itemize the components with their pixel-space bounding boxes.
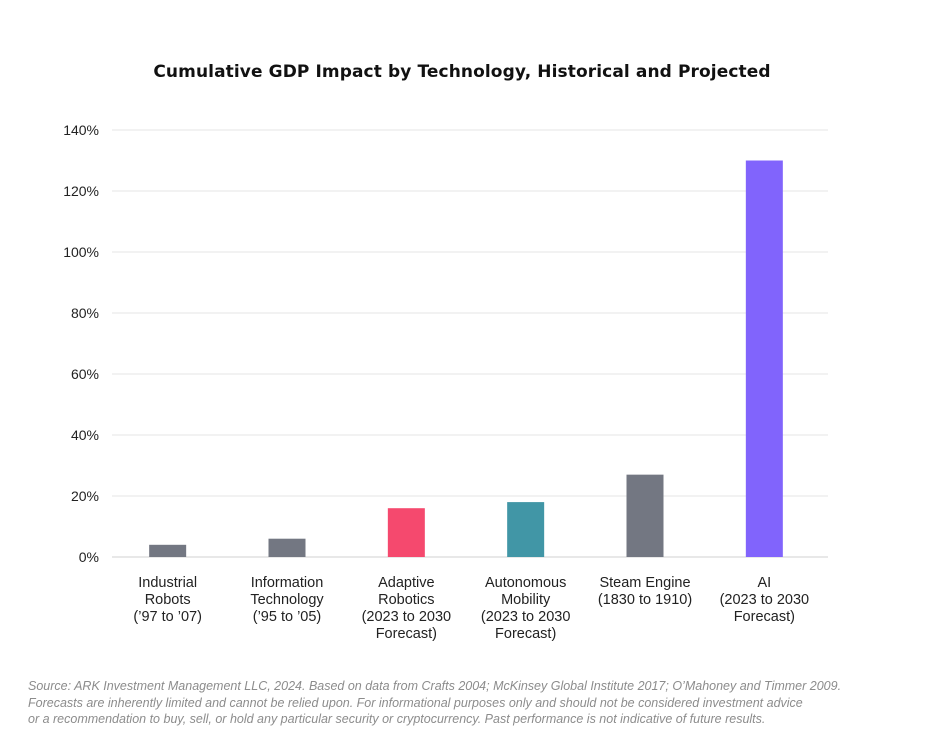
- x-category-label: Steam Engine (1830 to 1910): [598, 575, 692, 608]
- x-category-label-line: Industrial: [138, 575, 197, 591]
- x-axis-category-labels: Industrial Robots (’97 to ’07) Information T…: [133, 575, 809, 642]
- x-category-label-line: Information: [251, 575, 324, 591]
- chart-title: Cumulative GDP Impact by Technology, His…: [153, 62, 771, 82]
- y-tick-label: 60%: [71, 366, 99, 382]
- x-category-label-line: Autonomous: [485, 575, 566, 591]
- x-category-label: Industrial Robots (’97 to ’07): [133, 575, 202, 625]
- y-tick-label: 140%: [63, 122, 99, 138]
- y-tick-label: 80%: [71, 305, 99, 321]
- x-category-label: Adaptive Robotics (2023 to 2030 Forecast): [362, 575, 452, 642]
- x-category-label-line: (2023 to 2030: [720, 592, 810, 608]
- y-axis-tick-labels: 0% 20% 40% 60% 80% 100% 120% 140%: [63, 122, 99, 565]
- x-category-label-line: (2023 to 2030: [481, 609, 571, 625]
- x-category-label-line: Technology: [250, 592, 324, 608]
- x-category-label-line: Robots: [145, 592, 191, 608]
- x-category-label-line: Steam Engine: [599, 575, 690, 591]
- x-category-label-line: (2023 to 2030: [362, 609, 452, 625]
- y-tick-label: 40%: [71, 427, 99, 443]
- x-category-label-line: (’95 to ’05): [253, 609, 322, 625]
- x-category-label-line: Robotics: [378, 592, 434, 608]
- y-tick-label: 20%: [71, 488, 99, 504]
- footnote-line-1: Source: ARK Investment Management LLC, 2…: [28, 679, 842, 693]
- bar-2: [387, 508, 425, 557]
- x-category-label-line: Forecast): [734, 609, 795, 625]
- bar-3: [507, 502, 545, 557]
- x-category-label-line: Forecast): [495, 626, 556, 642]
- footnote-line-2: Forecasts are inherently limited and can…: [28, 695, 803, 710]
- x-category-label-line: (1830 to 1910): [598, 592, 692, 608]
- x-category-label-line: Mobility: [501, 592, 551, 608]
- x-category-label-line: AI: [757, 575, 771, 591]
- bar-4: [626, 474, 664, 557]
- x-category-label: Information Technology (’95 to ’05): [250, 575, 324, 625]
- x-category-label: AI (2023 to 2030 Forecast): [720, 575, 810, 625]
- bars: [149, 160, 783, 557]
- y-tick-label: 0%: [79, 549, 99, 565]
- y-tick-label: 100%: [63, 244, 99, 260]
- x-category-label-line: Forecast): [376, 626, 437, 642]
- footnote-line-3: or a recommendation to buy, sell, or hol…: [28, 712, 766, 726]
- x-category-label-line: Adaptive: [378, 575, 434, 591]
- bar-0: [149, 544, 187, 557]
- x-category-label: Autonomous Mobility (2023 to 2030 Forecast): [481, 575, 571, 642]
- bar-1: [268, 538, 306, 557]
- source-footnote: Source: ARK Investment Management LLC, 2…: [28, 678, 918, 728]
- bar-5: [745, 160, 783, 557]
- bar-chart: 0%20%40%60%80%100%120%140% Industrial Rob…: [63, 122, 828, 642]
- y-tick-label: 120%: [63, 183, 99, 199]
- gridlines: [112, 129, 828, 558]
- x-category-label-line: (’97 to ’07): [133, 609, 202, 625]
